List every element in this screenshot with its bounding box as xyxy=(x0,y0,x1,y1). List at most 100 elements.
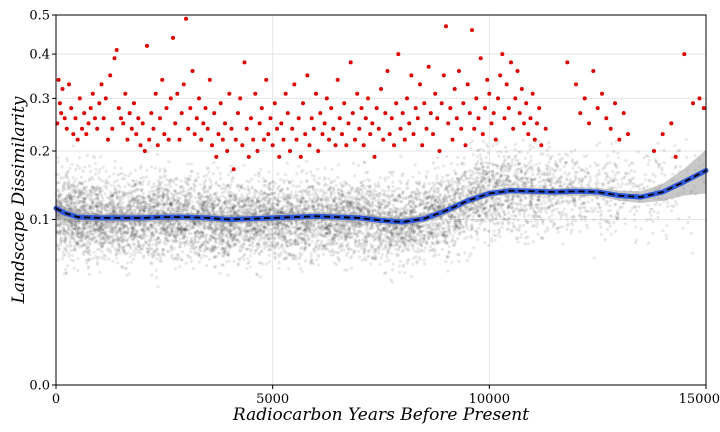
background-point xyxy=(169,200,174,204)
background-point xyxy=(85,185,89,189)
background-point xyxy=(142,256,146,260)
background-point xyxy=(72,185,77,189)
background-point xyxy=(62,228,66,232)
background-point xyxy=(315,193,319,197)
background-point xyxy=(85,261,89,265)
background-point xyxy=(319,198,323,202)
background-point xyxy=(66,181,71,185)
background-point xyxy=(352,201,356,205)
background-point xyxy=(58,232,62,236)
background-point xyxy=(125,273,129,278)
background-point xyxy=(71,227,75,231)
background-point xyxy=(231,175,235,180)
background-point xyxy=(339,206,343,211)
background-point xyxy=(141,207,145,211)
background-point xyxy=(137,188,141,192)
background-point xyxy=(213,264,218,269)
background-point xyxy=(291,184,295,188)
background-point xyxy=(249,196,253,200)
background-point xyxy=(277,192,281,196)
background-point xyxy=(219,207,223,211)
background-point xyxy=(97,170,101,175)
background-point xyxy=(210,248,214,252)
background-point xyxy=(67,225,71,229)
background-point xyxy=(264,233,269,238)
background-point xyxy=(243,226,247,230)
background-point xyxy=(308,243,312,247)
background-point xyxy=(328,186,332,190)
background-point xyxy=(302,232,307,237)
background-point xyxy=(133,184,137,188)
background-point xyxy=(64,196,68,201)
background-point xyxy=(70,225,74,229)
background-point xyxy=(252,196,256,200)
background-point xyxy=(68,194,72,198)
background-point xyxy=(268,188,272,192)
background-point xyxy=(351,161,356,165)
background-point xyxy=(81,233,85,237)
background-point xyxy=(315,239,319,243)
background-point xyxy=(158,259,162,263)
background-point xyxy=(352,206,356,210)
background-point xyxy=(299,200,303,204)
background-point xyxy=(83,165,87,169)
background-point xyxy=(317,181,321,185)
background-point xyxy=(279,188,283,192)
background-point xyxy=(310,173,314,177)
background-point xyxy=(226,254,231,258)
background-point xyxy=(87,258,91,263)
background-point xyxy=(216,202,221,206)
background-point xyxy=(133,223,137,227)
background-point xyxy=(330,167,334,171)
background-point xyxy=(81,200,85,204)
background-point xyxy=(339,249,343,253)
background-point xyxy=(147,225,152,229)
background-point xyxy=(60,257,64,261)
background-point xyxy=(263,236,267,241)
background-point xyxy=(337,163,341,167)
background-point xyxy=(311,186,315,191)
background-point xyxy=(290,253,294,257)
background-point xyxy=(151,230,155,235)
background-point xyxy=(337,257,341,261)
background-point xyxy=(109,183,113,187)
background-point xyxy=(272,191,276,195)
background-point xyxy=(65,223,69,227)
background-point xyxy=(110,234,114,238)
background-point xyxy=(147,240,152,244)
background-point xyxy=(312,195,316,199)
background-point xyxy=(72,194,76,198)
background-point xyxy=(303,249,307,253)
background-point xyxy=(205,173,209,177)
background-point xyxy=(173,189,178,193)
background-point xyxy=(119,166,123,170)
background-point xyxy=(146,202,150,206)
background-point xyxy=(74,225,78,229)
background-point xyxy=(253,191,257,196)
background-point xyxy=(264,179,268,183)
background-point xyxy=(62,272,66,276)
background-point xyxy=(283,173,287,177)
background-point xyxy=(91,207,95,211)
background-point xyxy=(62,184,66,188)
background-point xyxy=(282,181,286,185)
background-point xyxy=(94,238,98,242)
background-point xyxy=(71,231,75,236)
background-point xyxy=(286,224,290,228)
background-point xyxy=(345,191,349,195)
background-point xyxy=(203,189,207,193)
background-point xyxy=(225,183,229,187)
background-point xyxy=(93,223,97,227)
background-point xyxy=(93,186,97,190)
background-point xyxy=(58,225,62,229)
background-point xyxy=(92,221,96,225)
background-point xyxy=(255,231,259,235)
background-point xyxy=(316,167,320,171)
background-point xyxy=(142,199,147,203)
background-point xyxy=(63,181,67,186)
background-point xyxy=(223,246,227,251)
background-point xyxy=(298,266,303,270)
background-point xyxy=(248,243,252,247)
background-point xyxy=(70,237,75,241)
background-point xyxy=(94,221,98,225)
